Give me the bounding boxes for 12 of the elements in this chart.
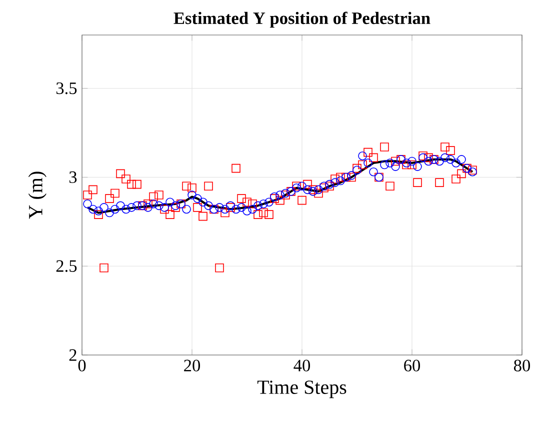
y-tick-label: 3.5 [56,82,77,94]
y-tick-label: 3 [69,171,77,184]
y-axis-title: Y (m) [28,172,46,219]
x-axis-title: Time Steps [257,380,346,398]
x-tick-label: 60 [404,360,420,372]
y-tick-label: 2 [69,349,76,361]
x-tick-label: 40 [294,360,310,372]
chart-title: Estimated Y position of Pedestrian [174,12,430,28]
x-tick-label: 80 [514,360,530,372]
x-tick-label: 20 [184,360,200,372]
x-tick-label: 0 [78,360,86,372]
y-tick-label: 2.5 [56,260,77,272]
